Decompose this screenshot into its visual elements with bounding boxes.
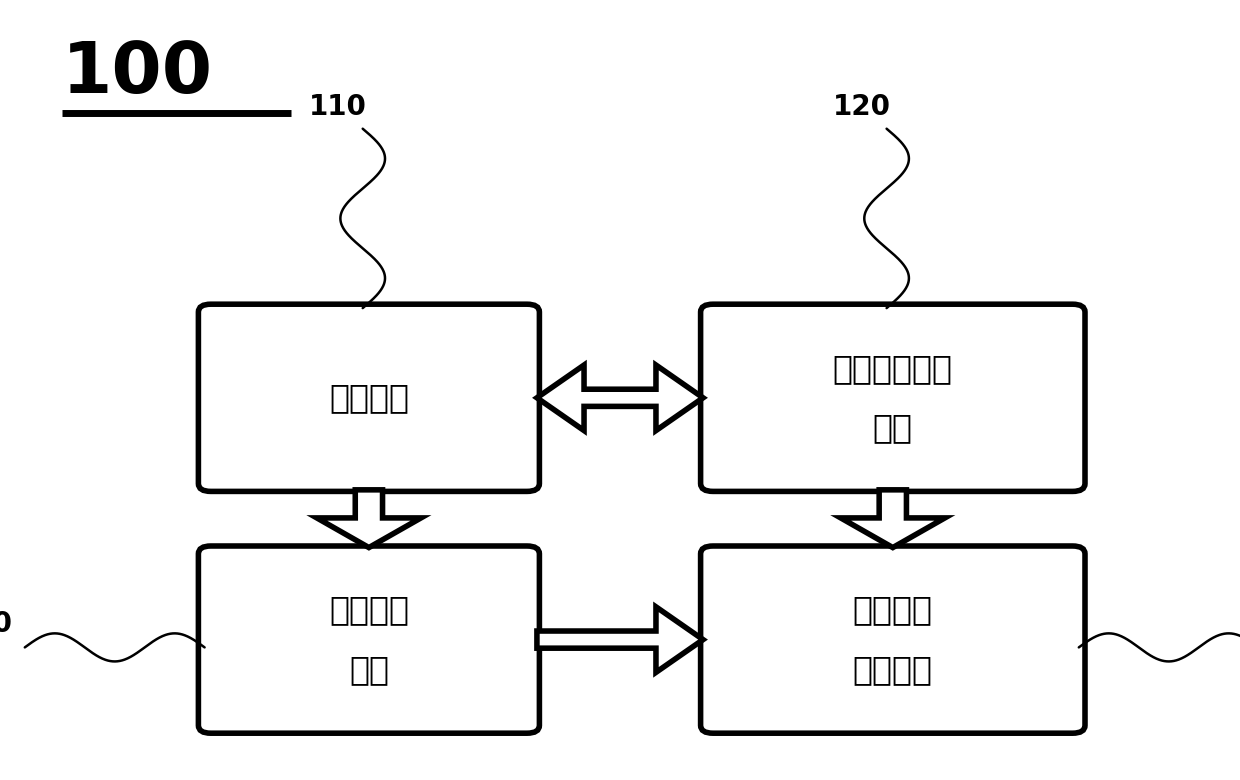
- Text: 电压产生: 电压产生: [329, 594, 409, 626]
- Text: 100: 100: [62, 39, 213, 108]
- Text: 模块: 模块: [873, 411, 913, 444]
- Polygon shape: [537, 365, 703, 431]
- Text: 主控制器: 主控制器: [329, 381, 409, 414]
- FancyBboxPatch shape: [198, 546, 539, 733]
- FancyBboxPatch shape: [701, 546, 1085, 733]
- Text: 产生模块: 产生模块: [853, 653, 932, 686]
- FancyBboxPatch shape: [198, 304, 539, 491]
- Text: 模块: 模块: [348, 653, 389, 686]
- Polygon shape: [317, 490, 420, 548]
- Polygon shape: [537, 607, 703, 672]
- Text: 110: 110: [309, 93, 367, 121]
- Text: 显示信息处理: 显示信息处理: [833, 352, 952, 385]
- Text: 130: 130: [0, 610, 12, 638]
- FancyBboxPatch shape: [701, 304, 1085, 491]
- Text: 数据信号: 数据信号: [853, 594, 932, 626]
- Text: 120: 120: [833, 93, 890, 121]
- Polygon shape: [841, 490, 945, 548]
